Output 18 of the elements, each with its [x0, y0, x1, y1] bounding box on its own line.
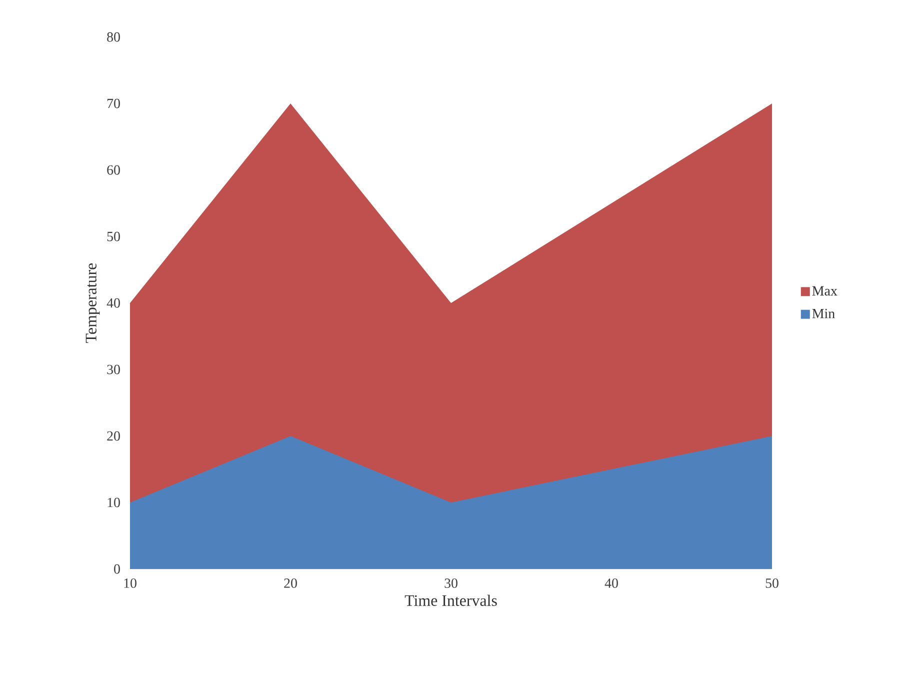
x-tick-label: 10	[124, 578, 136, 588]
y-tick-label: 60	[107, 165, 120, 175]
y-tick-label: 30	[107, 364, 120, 374]
legend-label: Min	[812, 308, 835, 318]
y-tick-label: 20	[107, 431, 120, 441]
y-tick-label: 40	[106, 298, 120, 308]
y-axis-title: Temperature	[86, 263, 100, 343]
x-axis-title: Time Intervals	[404, 594, 497, 606]
legend-label: Max	[812, 286, 838, 296]
x-tick-label: 30	[444, 578, 458, 588]
y-tick-label: 70	[107, 98, 120, 108]
x-tick-label: 50	[766, 578, 778, 588]
y-tick-label: 50	[107, 232, 120, 242]
y-tick-label: 0	[114, 564, 120, 574]
y-tick-label: 80	[107, 32, 120, 42]
y-tick-label: 10	[108, 498, 120, 508]
x-tick-label: 20	[284, 578, 297, 588]
x-tick-label: 40	[604, 578, 618, 588]
